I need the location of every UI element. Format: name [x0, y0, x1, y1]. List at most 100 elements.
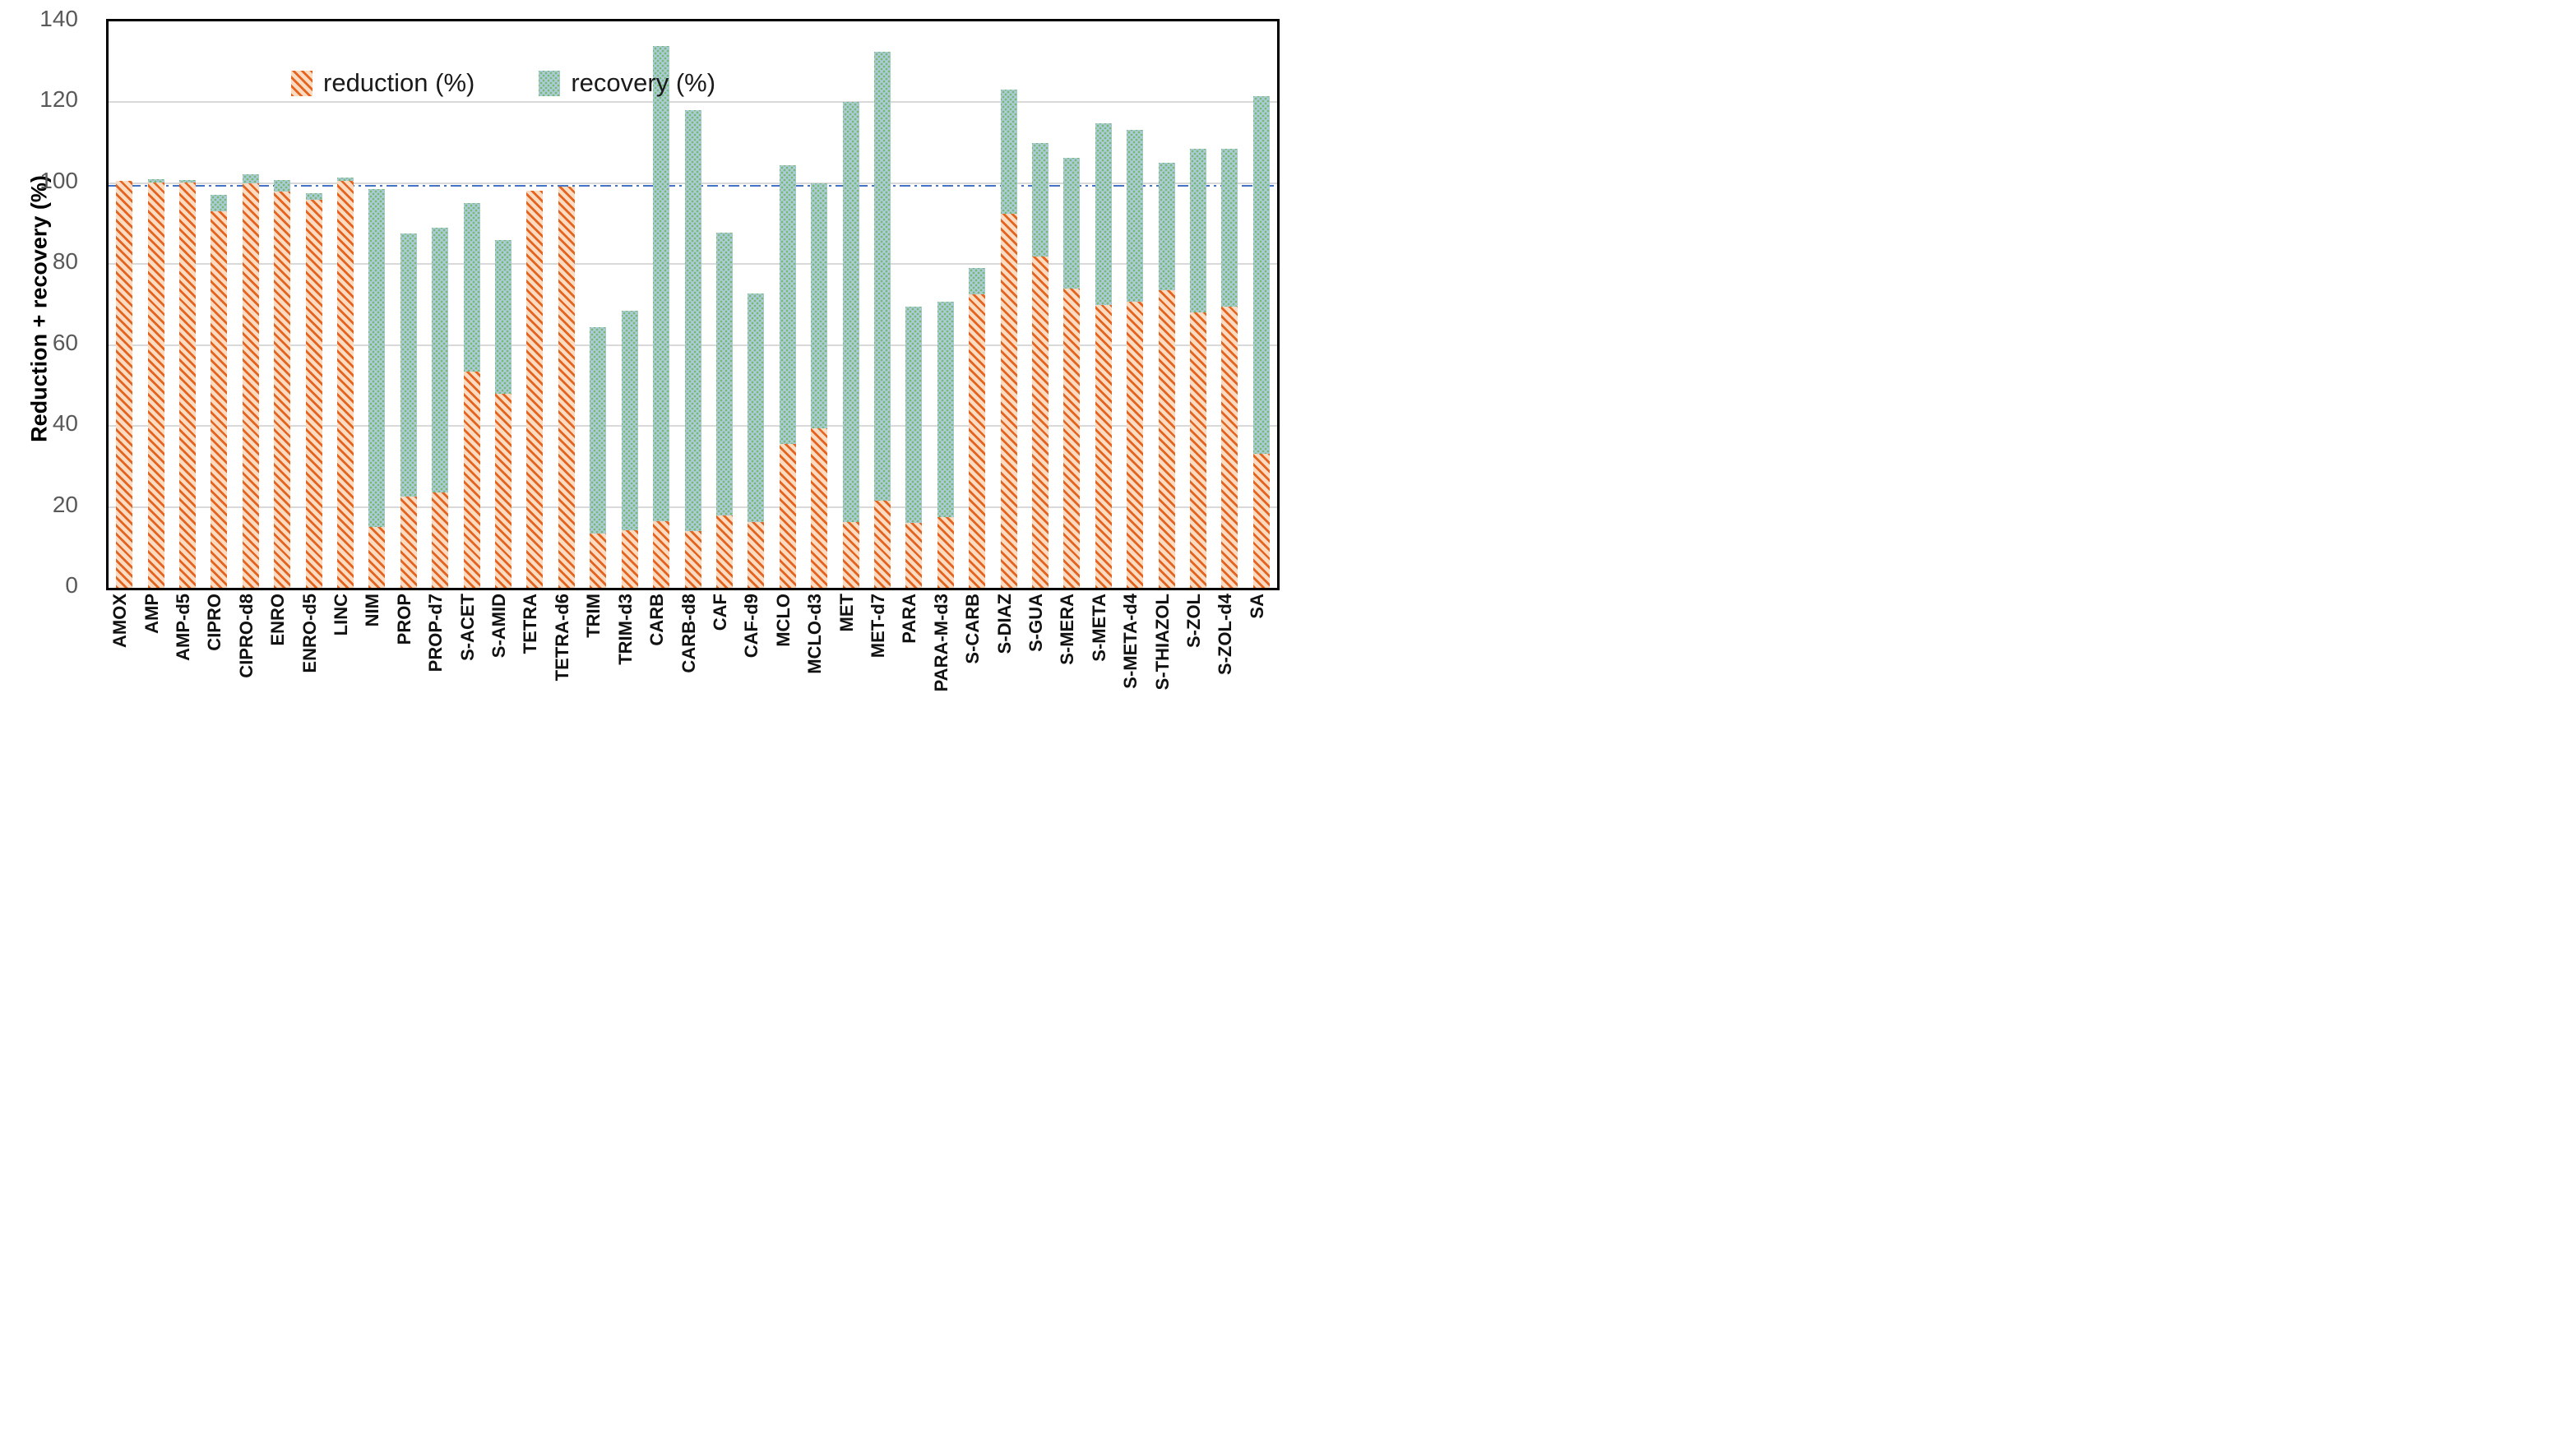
x-axis-label-PARA: PARA [899, 594, 920, 644]
bar-recovery-segment [653, 45, 670, 521]
bar-reduction-segment [1000, 213, 1017, 588]
bar-column-MCLO [779, 164, 796, 588]
bar-reduction-segment [937, 516, 954, 588]
bar-recovery-segment [779, 164, 796, 445]
bar-reduction-segment [621, 530, 638, 588]
bar-recovery-segment [842, 102, 859, 522]
bar-reduction-segment [337, 181, 354, 588]
bar-reduction-segment [811, 428, 828, 588]
x-axis-label-TETRA: TETRA [520, 594, 541, 654]
bar-column-CIPRO [211, 194, 228, 588]
bar-column-AMP [147, 178, 164, 588]
x-axis-label-MET-d7: MET-d7 [867, 594, 888, 659]
bar-recovery-segment [1063, 158, 1081, 289]
bar-column-NIM [368, 189, 386, 588]
bar-reduction-segment [1095, 304, 1112, 588]
bar-column-CARB [653, 45, 670, 588]
bar-reduction-segment [116, 181, 133, 588]
bar-recovery-segment [400, 233, 417, 497]
x-axis-label-AMOX: AMOX [109, 594, 131, 648]
bar-recovery-segment [748, 294, 765, 522]
x-axis-label-S-META-d4: S-META-d4 [1120, 594, 1141, 689]
bar-reduction-segment [684, 531, 701, 588]
bar-column-MET [842, 102, 859, 588]
bar-reduction-segment [842, 521, 859, 588]
bar-recovery-segment [179, 179, 196, 183]
bar-reduction-segment [526, 190, 544, 588]
x-axis-label-S-DIAZ: S-DIAZ [993, 594, 1015, 654]
bar-column-S-META-d4 [1127, 130, 1144, 588]
x-axis-label-S-GUA: S-GUA [1025, 594, 1046, 652]
x-axis-label-SA: SA [1246, 594, 1267, 619]
gridline-120 [109, 101, 1277, 104]
x-axis-label-S-AMID: S-AMID [488, 594, 510, 659]
bar-column-CARB-d8 [684, 110, 701, 588]
bar-column-SA [1252, 95, 1270, 588]
bar-column-LINC [337, 178, 354, 588]
bar-reduction-segment [274, 191, 291, 588]
bar-recovery-segment [1189, 148, 1206, 313]
bar-reduction-segment [653, 520, 670, 588]
bar-reduction-segment [463, 371, 480, 588]
x-axis-label-MCLO-d3: MCLO-d3 [804, 594, 826, 674]
bar-reduction-segment [432, 492, 449, 588]
bar-column-AMP-d5 [179, 179, 196, 588]
bar-column-ENRO-d5 [305, 192, 322, 588]
bar-recovery-segment [715, 232, 733, 516]
legend-label-reduction: reduction (%) [323, 68, 475, 97]
bar-recovery-segment [1095, 123, 1112, 305]
bar-recovery-segment [1031, 142, 1049, 257]
bar-column-AMOX [116, 181, 133, 588]
x-axis-label-S-ZOL: S-ZOL [1183, 594, 1204, 648]
x-axis-label-TETRA-d6: TETRA-d6 [551, 594, 572, 682]
x-axis-label-CAF-d9: CAF-d9 [741, 594, 762, 659]
bar-recovery-segment [684, 110, 701, 532]
bar-reduction-segment [211, 211, 228, 588]
bar-reduction-segment [873, 501, 891, 588]
bar-recovery-segment [337, 178, 354, 182]
bar-reduction-segment [1158, 290, 1175, 588]
bar-recovery-segment [1158, 163, 1175, 291]
bar-recovery-segment [211, 194, 228, 212]
bar-recovery-segment [811, 183, 828, 428]
recovery-pattern-swatch [539, 70, 561, 96]
x-axis-label-CARB: CARB [646, 594, 668, 646]
x-axis-label-MCLO: MCLO [772, 594, 794, 647]
bar-column-PROP-d7 [432, 228, 449, 588]
x-axis-label-LINC: LINC [331, 594, 352, 636]
bar-column-ENRO [274, 179, 291, 588]
bar-reduction-segment [715, 515, 733, 588]
bar-reduction-segment [1063, 288, 1081, 588]
figure: Reduction + recovery (%) 0 20 40 60 80 100 120… [0, 0, 1280, 728]
bar-reduction-segment [242, 183, 259, 588]
x-axis-label-CARB-d8: CARB-d8 [678, 594, 699, 673]
x-axis-label-CAF: CAF [709, 594, 730, 631]
bar-column-S-AMID [495, 239, 512, 588]
reduction-pattern-swatch [291, 70, 312, 96]
x-axis-label-S-ACET: S-ACET [456, 594, 478, 661]
legend: reduction (%) recovery (%) [291, 68, 715, 98]
legend-item-reduction: reduction (%) [291, 68, 475, 98]
bar-reduction-segment [495, 393, 512, 588]
x-axis-label-S-CARB: S-CARB [962, 594, 984, 664]
bar-reduction-segment [179, 182, 196, 588]
bar-reduction-segment [305, 199, 322, 588]
x-axis-label-S-META: S-META [1088, 594, 1109, 662]
bar-recovery-segment [590, 326, 607, 534]
bar-reduction-segment [905, 523, 923, 588]
bar-recovery-segment [1000, 89, 1017, 214]
bar-reduction-segment [1189, 312, 1206, 588]
bar-recovery-segment [621, 310, 638, 531]
x-axis-label-TRIM-d3: TRIM-d3 [614, 594, 636, 665]
y-axis-tick-label-80: 80 [52, 248, 78, 275]
bar-recovery-segment [905, 306, 923, 524]
bar-reduction-segment [558, 186, 575, 588]
bar-column-S-THIAZOL [1158, 163, 1175, 588]
x-axis-label-PARA-M-d3: PARA-M-d3 [930, 594, 951, 692]
y-axis-tick-label-120: 120 [39, 86, 78, 113]
bar-column-CAF [715, 232, 733, 588]
bar-recovery-segment [242, 174, 259, 183]
bar-column-S-MERA [1063, 158, 1081, 588]
bar-recovery-segment [368, 189, 386, 528]
y-axis-tick-label-20: 20 [52, 491, 78, 517]
